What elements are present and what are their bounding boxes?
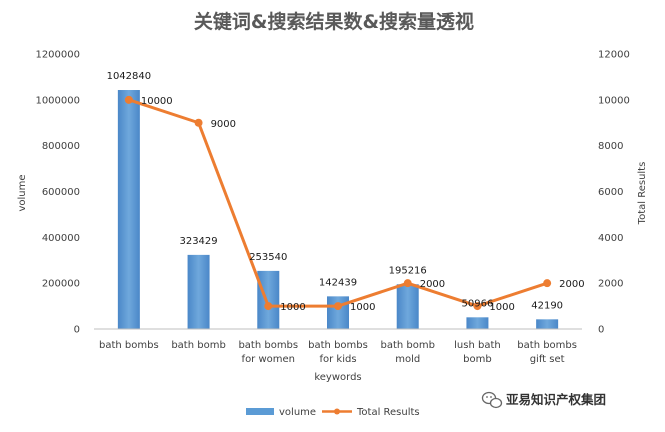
total-results-line <box>124 95 552 311</box>
y2-tick-label: 2000 <box>598 279 623 290</box>
y-tick-label: 1000000 <box>35 95 80 106</box>
wechat-icon <box>481 391 503 409</box>
y-axis-title: volume <box>17 174 28 211</box>
volume-bar <box>187 254 210 329</box>
x-tick-label-line: mold <box>395 354 420 365</box>
x-tick-label: bath bomb mold <box>380 340 434 365</box>
x-tick-label-line: bath bomb <box>380 340 434 351</box>
y2-tick-label: 10000 <box>598 95 630 106</box>
x-tick-label: lush bath bomb <box>454 340 501 365</box>
y2-tick-label: 0 <box>598 325 604 336</box>
total-results-point <box>543 279 552 288</box>
total-results-point <box>334 302 342 311</box>
data-labels: 1042840 323429 253540 142439 195216 50966 4219… <box>107 71 585 313</box>
volume-bar <box>117 90 140 329</box>
volume-data-label: 323429 <box>179 236 217 247</box>
legend-label-total-results: Total Results <box>356 407 420 418</box>
total-results-data-label: 2000 <box>420 279 445 290</box>
volume-data-label: 42190 <box>531 300 563 311</box>
total-results-data-label: 1000 <box>280 302 305 313</box>
y2-tick-label: 8000 <box>598 141 623 152</box>
y2-tick-label: 6000 <box>598 187 623 198</box>
y-tick-label: 800000 <box>42 141 80 152</box>
total-results-point <box>403 279 412 288</box>
x-tick-label: bath bombs <box>99 340 159 351</box>
legend-label-volume: volume <box>279 407 316 418</box>
y2-tick-label: 12000 <box>598 50 630 61</box>
y-tick-label: 400000 <box>42 233 80 244</box>
x-tick-label: bath bombs for kids <box>308 340 368 365</box>
axes: 0 200000 400000 600000 800000 1000000 1200000 0… <box>35 50 629 366</box>
volume-data-label: 253540 <box>249 252 287 263</box>
y2-axis-title: Total Results <box>637 162 648 226</box>
x-tick-label-line: for women <box>242 354 295 365</box>
x-tick-label-line: bath bombs <box>99 340 159 351</box>
total-results-data-label: 10000 <box>141 96 173 107</box>
volume-bar <box>396 284 419 329</box>
x-tick-label-line: bath bombs <box>517 340 577 351</box>
total-results-data-label: 9000 <box>211 119 236 130</box>
x-tick-label-line: bomb <box>463 354 492 365</box>
y-tick-label: 1200000 <box>35 50 80 61</box>
volume-bars <box>117 90 559 329</box>
y-tick-label: 200000 <box>42 279 80 290</box>
volume-bar <box>466 317 489 329</box>
volume-data-label: 50966 <box>462 298 494 309</box>
legend-marker-total-results <box>334 408 340 415</box>
total-results-point <box>124 95 133 104</box>
x-axis-title: keywords <box>314 372 361 383</box>
volume-data-label: 195216 <box>389 265 427 276</box>
volume-bar <box>327 296 349 329</box>
x-tick-label-line: bath bombs <box>238 340 298 351</box>
watermark-text: 亚易知识产权集团 <box>506 392 606 407</box>
x-tick-label: bath bombs for women <box>238 340 298 365</box>
total-results-point <box>194 118 203 127</box>
total-results-data-label: 1000 <box>350 302 375 313</box>
x-tick-label: bath bombs gift set <box>517 340 577 365</box>
watermark: 亚易知识产权集团 <box>481 391 606 409</box>
y2-tick-label: 4000 <box>598 233 623 244</box>
total-results-data-label: 2000 <box>559 279 584 290</box>
volume-bar <box>257 270 280 329</box>
y-tick-label: 0 <box>74 325 80 336</box>
volume-data-label: 142439 <box>319 277 357 288</box>
legend: volume Total Results <box>246 407 420 418</box>
x-tick-label-line: for kids <box>319 354 356 365</box>
volume-bar <box>536 319 559 329</box>
x-tick-label-line: bath bomb <box>171 340 225 351</box>
total-results-point <box>473 302 482 311</box>
x-tick-label-line: bath bombs <box>308 340 368 351</box>
y-tick-label: 600000 <box>42 187 80 198</box>
volume-data-label: 1042840 <box>107 71 152 82</box>
x-tick-label-line: lush bath <box>454 340 501 351</box>
legend-swatch-volume <box>246 408 274 415</box>
x-tick-label: bath bomb <box>171 340 225 351</box>
total-results-data-label: 1000 <box>489 302 514 313</box>
x-tick-label-line: gift set <box>530 354 565 365</box>
total-results-point <box>264 302 273 311</box>
chart-title: 关键词&搜索结果数&搜索量透视 <box>194 10 474 33</box>
